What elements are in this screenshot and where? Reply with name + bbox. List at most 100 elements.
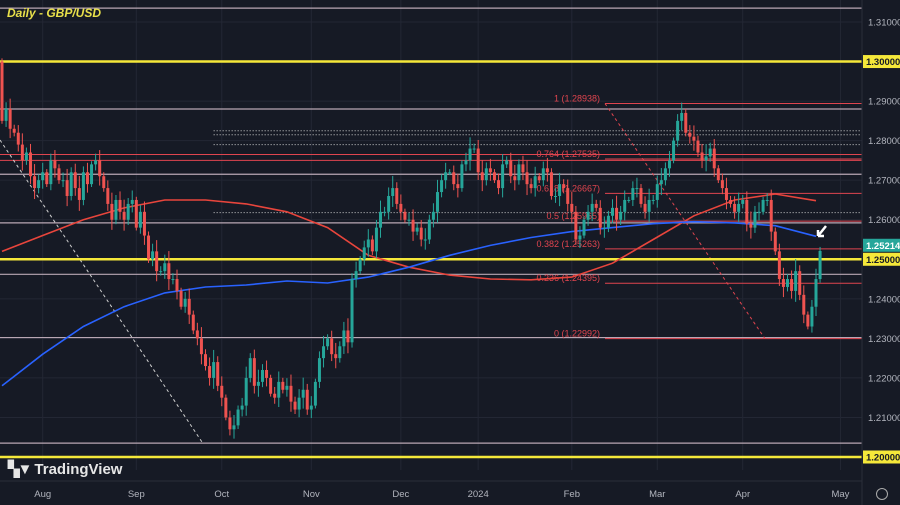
candle-body	[61, 180, 65, 182]
candle	[20, 133, 24, 171]
candle-body	[765, 199, 769, 201]
candle	[708, 142, 712, 162]
candle	[395, 182, 399, 210]
candle	[98, 150, 102, 186]
candle-body	[554, 196, 558, 197]
candle	[537, 173, 541, 184]
candle	[753, 205, 757, 233]
candle	[269, 374, 273, 397]
candle	[411, 209, 415, 241]
candle	[244, 366, 248, 416]
candle-body	[594, 203, 598, 208]
candle-body	[419, 227, 423, 240]
candle-body	[562, 184, 566, 189]
candle	[171, 273, 175, 285]
candle-body	[248, 358, 252, 378]
candle-body	[676, 120, 680, 141]
candle	[444, 162, 448, 189]
candle-body	[102, 176, 106, 189]
candle-body	[814, 279, 818, 307]
candle	[342, 321, 346, 354]
candle-body	[684, 112, 688, 133]
candle-body	[85, 172, 89, 185]
candle-body	[688, 132, 692, 137]
candle-body	[147, 235, 151, 260]
candle	[643, 196, 647, 219]
candle-body	[45, 172, 49, 185]
candle-body	[566, 188, 570, 204]
candle	[712, 139, 716, 177]
candle-body	[338, 346, 342, 359]
candle-body	[468, 148, 472, 161]
candle	[716, 165, 720, 184]
candle-body	[497, 180, 501, 189]
candle-body	[199, 338, 203, 355]
candle-body	[505, 160, 509, 165]
candle-body	[289, 385, 293, 402]
last-price-badge: 1.25214	[866, 241, 900, 252]
candle	[492, 169, 496, 184]
candle	[114, 194, 118, 225]
tradingview-logo[interactable]: ▚▼ TradingView	[8, 460, 122, 479]
candle	[236, 405, 240, 430]
candle-body	[623, 199, 627, 212]
candle	[427, 214, 431, 244]
candle	[228, 410, 232, 436]
key-level-badge: 1.25000	[866, 255, 900, 266]
candle	[724, 177, 728, 210]
candle-body	[472, 148, 476, 150]
candle-body	[183, 298, 187, 307]
candle	[786, 274, 790, 292]
candle	[525, 160, 529, 196]
candle	[57, 164, 61, 184]
candle-body	[598, 207, 602, 228]
candle	[326, 334, 330, 350]
candle	[533, 166, 537, 197]
candle	[729, 195, 733, 208]
candle-body	[37, 180, 41, 189]
candle-body	[195, 330, 199, 339]
candle-body	[521, 164, 525, 173]
candle-body	[260, 370, 264, 382]
candle-body	[631, 188, 635, 200]
candle-body	[582, 219, 586, 236]
candle	[126, 198, 130, 226]
candle-body	[73, 172, 77, 189]
candle-body	[159, 271, 163, 273]
candle-body	[399, 203, 403, 212]
candle-body	[98, 160, 102, 177]
candle	[773, 227, 777, 256]
candle	[484, 162, 488, 186]
candle	[73, 163, 77, 196]
candle-body	[293, 401, 297, 410]
candle-body	[533, 176, 537, 189]
candle-body	[655, 184, 659, 200]
candle	[781, 267, 785, 298]
candle	[460, 160, 464, 192]
time-tick-label: Dec	[392, 489, 409, 500]
candle	[204, 349, 207, 371]
candle	[619, 205, 623, 226]
settings-icon[interactable]	[876, 488, 888, 500]
candle	[179, 287, 183, 310]
candle-body	[810, 306, 814, 327]
candle	[733, 196, 737, 219]
candle-body	[346, 330, 350, 343]
candle-body	[704, 156, 708, 161]
candle	[301, 377, 305, 409]
candle-body	[757, 211, 761, 213]
candle-body	[330, 338, 334, 355]
candle-body	[659, 180, 663, 185]
candle-body	[69, 172, 73, 196]
fib-label: 0.5 (1.25965)	[546, 211, 600, 221]
candle	[623, 190, 627, 221]
candle-body	[326, 338, 330, 347]
candle	[545, 157, 549, 182]
candle	[24, 147, 28, 165]
candle	[655, 175, 659, 208]
candle	[338, 341, 342, 363]
price-tick-label: 1.24000	[868, 294, 900, 305]
candle	[611, 199, 614, 224]
candle	[224, 394, 228, 421]
